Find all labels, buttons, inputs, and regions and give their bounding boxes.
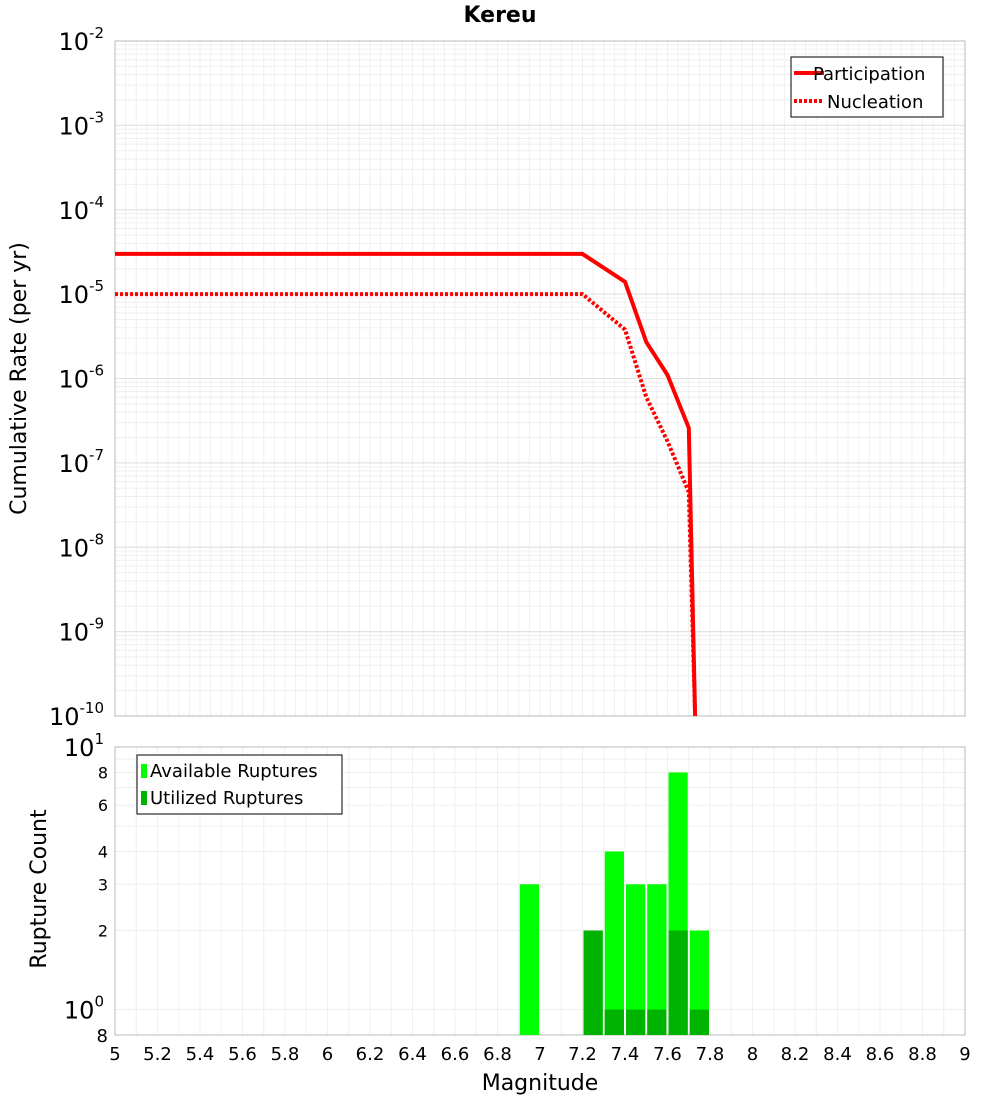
y-tick-exponent: -7	[89, 446, 104, 464]
bar-utilized-ruptures	[604, 1009, 624, 1035]
rate-legend: Participation Nucleation	[790, 56, 944, 118]
bar-available-ruptures	[689, 930, 709, 1035]
legend-label-available-ruptures: Available Ruptures	[150, 761, 318, 782]
bar-utilized-ruptures	[647, 1009, 667, 1035]
y-tick-exponent: -8	[89, 530, 104, 548]
y-tick-base: 10	[58, 197, 89, 225]
y-tick-base: 10	[58, 534, 89, 562]
x-tick-label: 5.2	[143, 1044, 172, 1065]
bar-utilized-ruptures	[626, 1009, 646, 1035]
x-tick-label: 6	[322, 1044, 333, 1065]
y-tick-label: 100	[64, 993, 104, 1025]
y-tick-label: 10-3	[58, 108, 104, 140]
x-tick-label: 5.6	[228, 1044, 257, 1065]
x-tick-label: 7.2	[568, 1044, 597, 1065]
y-tick-exponent: -10	[80, 699, 105, 717]
y-tick-label: 10-6	[58, 362, 104, 394]
bar-available-ruptures	[604, 851, 624, 1035]
x-tick-label: 6.4	[398, 1044, 427, 1065]
legend-box	[136, 754, 343, 815]
x-tick-label: 8.4	[823, 1044, 852, 1065]
legend-label-nucleation: Nucleation	[827, 92, 923, 113]
y-tick-base: 10	[58, 112, 89, 140]
y-tick-exponent: -4	[89, 193, 104, 211]
legend-label-participation: Participation	[813, 64, 925, 85]
y-tick-base: 10	[58, 281, 89, 309]
y-tick-exponent: -9	[89, 615, 104, 633]
y-tick-exponent: -3	[89, 108, 104, 126]
bar-available-ruptures	[647, 884, 667, 1035]
y-tick-label: 10-4	[58, 193, 104, 225]
series-line-participation	[115, 251, 698, 717]
y-tick-exponent: -5	[89, 277, 104, 295]
y-tick-label: 10-10	[49, 699, 104, 731]
y-tick-exponent: -6	[89, 362, 104, 380]
x-tick-label: 8.8	[908, 1044, 937, 1065]
x-tick-label: 5.4	[186, 1044, 215, 1065]
legend-box	[790, 56, 944, 118]
x-tick-label: 7	[534, 1044, 545, 1065]
y-tick-base: 10	[64, 734, 95, 762]
y-tick-label: 4	[98, 842, 108, 861]
x-tick-label: 7.6	[653, 1044, 682, 1065]
y-tick-exponent: -2	[89, 24, 104, 42]
bar-utilized-ruptures	[668, 930, 688, 1035]
x-tick-label: 9	[959, 1044, 970, 1065]
y-tick-label: 3	[98, 875, 108, 894]
y-tick-exponent: 1	[94, 730, 104, 748]
y-tick-base: 10	[58, 619, 89, 647]
x-tick-label: 5	[109, 1044, 120, 1065]
bar-utilized-ruptures	[583, 930, 603, 1035]
y-tick-base: 10	[58, 28, 89, 56]
y-tick-exponent: 0	[94, 993, 104, 1011]
bar-available-ruptures	[626, 884, 646, 1035]
x-tick-label: 6.6	[441, 1044, 470, 1065]
y-axis-label: Cumulative Rate (per yr)	[7, 242, 32, 515]
x-axis-label: Magnitude	[482, 1071, 599, 1096]
chart-title: Kereu	[463, 3, 536, 28]
x-tick-label: 8.6	[866, 1044, 895, 1065]
legend-swatch-utilized-ruptures	[141, 791, 147, 805]
x-tick-label: 6.8	[483, 1044, 512, 1065]
y-tick-label: 2	[98, 922, 108, 941]
y-tick-label: 10-5	[58, 277, 104, 309]
y-tick-label: 101	[64, 730, 104, 762]
legend-label-utilized-ruptures: Utilized Ruptures	[150, 788, 303, 809]
series-line-nucleation	[115, 292, 698, 717]
bar-available-ruptures	[519, 884, 539, 1035]
y-tick-base: 10	[58, 450, 89, 478]
y-tick-label: 10-8	[58, 530, 104, 562]
rate-plot-area	[114, 40, 966, 717]
y-tick-label: 8	[97, 1026, 108, 1047]
x-tick-label: 6.2	[356, 1044, 385, 1065]
y-tick-label: 10-7	[58, 446, 104, 478]
x-tick-label: 7.4	[611, 1044, 640, 1065]
y-tick-base: 10	[64, 997, 95, 1025]
x-tick-label: 7.8	[696, 1044, 725, 1065]
x-tick-label: 5.8	[271, 1044, 300, 1065]
y-tick-label: 10-9	[58, 615, 104, 647]
x-tick-label: 8.2	[781, 1044, 810, 1065]
count-plot-area	[114, 746, 966, 1036]
y-tick-label: 10-2	[58, 24, 104, 56]
y-tick-base: 10	[49, 703, 80, 731]
y-axis-label: Rupture Count	[27, 809, 52, 969]
bar-utilized-ruptures	[689, 1009, 709, 1035]
x-tick-label: 8	[747, 1044, 758, 1065]
legend-swatch-available-ruptures	[141, 764, 147, 778]
y-tick-label: 6	[98, 796, 108, 815]
y-tick-label: 8	[98, 763, 108, 782]
rate-grid	[114, 40, 966, 717]
y-tick-base: 10	[58, 366, 89, 394]
count-legend: Available Ruptures Utilized Ruptures	[136, 754, 343, 815]
